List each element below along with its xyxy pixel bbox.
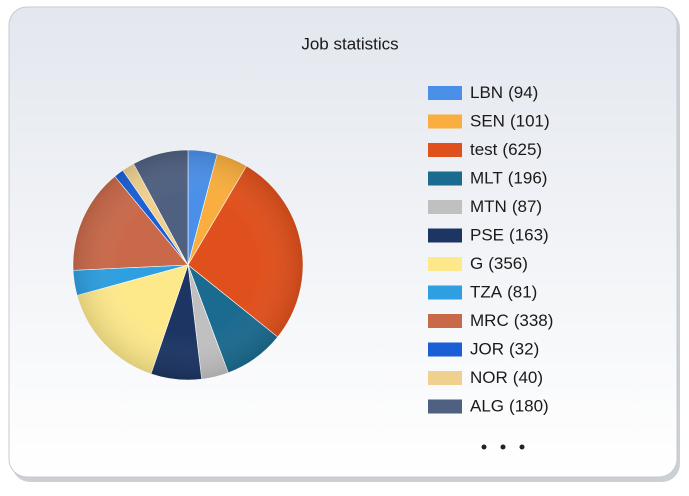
legend-value: (32) [509, 340, 539, 359]
legend-value: (625) [502, 140, 542, 159]
legend-label: MTN (87) [470, 197, 542, 216]
pie-shade [73, 150, 303, 380]
legend-swatch [428, 342, 462, 357]
legend-value: (81) [507, 283, 537, 302]
legend-value: (87) [512, 197, 542, 216]
legend-label: test (625) [470, 140, 542, 159]
legend-label: PSE (163) [470, 226, 549, 245]
legend-name: G [470, 254, 483, 273]
chart-title: Job statistics [301, 34, 398, 53]
legend-swatch [428, 285, 462, 300]
legend-value: (356) [488, 254, 528, 273]
legend-swatch [428, 114, 462, 129]
legend-label: ALG (180) [470, 397, 549, 416]
legend-swatch [428, 171, 462, 186]
legend-name: SEN [470, 112, 505, 131]
legend-label: SEN (101) [470, 112, 550, 131]
legend-name: JOR [470, 340, 504, 359]
legend-label: JOR (32) [470, 340, 539, 359]
more-dot [500, 444, 506, 450]
pie [72, 149, 304, 381]
legend-label: MRC (338) [470, 311, 553, 330]
legend-label: TZA (81) [470, 283, 537, 302]
legend-label: MLT (196) [470, 169, 547, 188]
legend-name: MRC [470, 311, 509, 330]
legend-value: (101) [510, 112, 550, 131]
legend-value: (180) [509, 397, 549, 416]
legend: LBN (94)SEN (101) test (625) MLT (196)MTN (87) P… [428, 83, 553, 416]
legend-value: (40) [513, 368, 543, 387]
legend-label: NOR (40) [470, 368, 543, 387]
legend-name: ALG [470, 397, 504, 416]
legend-label: LBN (94) [470, 83, 538, 102]
legend-label: G (356) [470, 254, 528, 273]
legend-name: MTN [470, 197, 507, 216]
legend-value: (338) [514, 311, 554, 330]
more-dot [519, 444, 525, 450]
legend-name: MLT [470, 169, 503, 188]
legend-name: PSE [470, 226, 504, 245]
legend-swatch [428, 257, 462, 271]
legend-swatch [428, 314, 462, 328]
legend-name: LBN [470, 83, 503, 102]
more-dot [481, 444, 487, 450]
legend-swatch [428, 86, 462, 100]
legend-value: (94) [508, 83, 538, 102]
legend-value: (163) [509, 226, 549, 245]
legend-name: NOR [470, 368, 508, 387]
legend-name: test [470, 140, 498, 159]
legend-name: TZA [470, 283, 503, 302]
legend-swatch [428, 143, 462, 157]
legend-value: (196) [508, 169, 548, 188]
legend-swatch [428, 228, 462, 243]
legend-swatch [428, 200, 462, 214]
legend-swatch [428, 399, 462, 414]
legend-swatch [428, 371, 462, 385]
